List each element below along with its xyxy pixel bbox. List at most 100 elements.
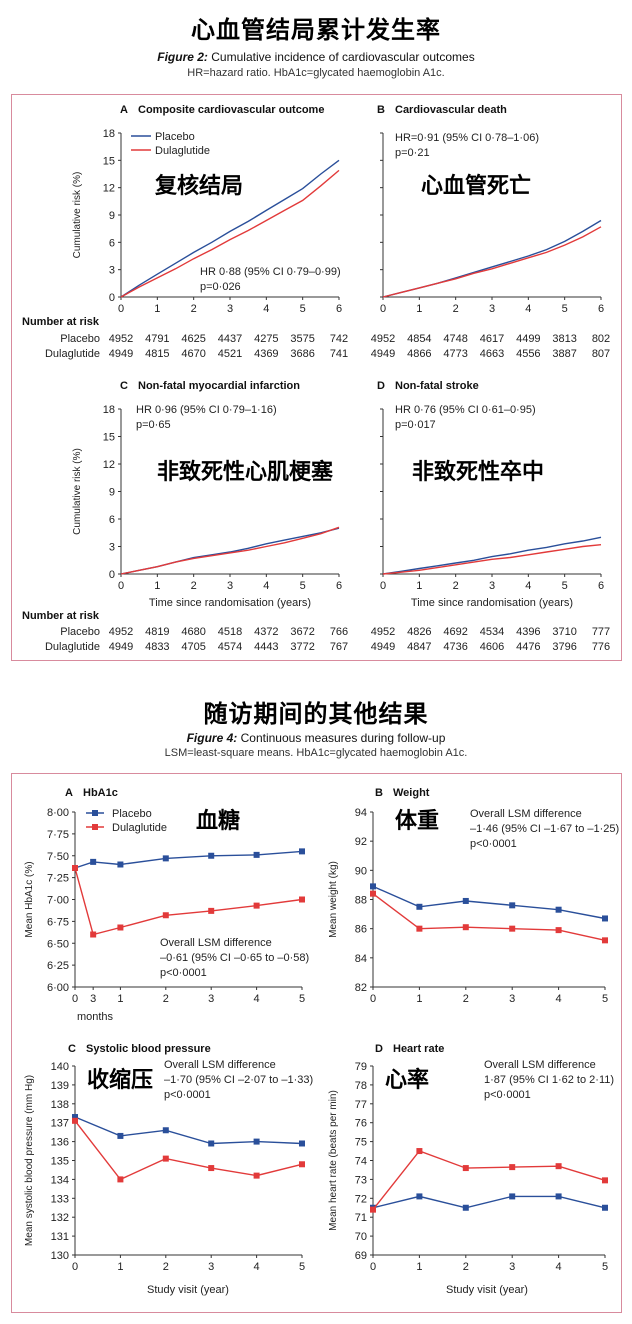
chart-h-placebo-point: [602, 1204, 608, 1211]
risk-table-cell: 4949: [109, 641, 133, 653]
figure2-caption-label: Figure 2:: [157, 50, 208, 64]
chart-e-annotation: –0·61 (95% CI –0·65 to –0·58): [160, 952, 309, 964]
figure2-caption-text: Cumulative incidence of cardiovascular o…: [211, 50, 475, 64]
chart-d-annotation: HR 0·76 (95% CI 0·61–0·95): [395, 404, 536, 416]
risk-table-cell: 3710: [552, 626, 576, 638]
chart-h-dulaglutide-point: [509, 1164, 516, 1171]
chart-f-dulaglutide-point: [416, 925, 423, 932]
chart-b-x-tick-label: 3: [489, 303, 495, 315]
chart-e-placebo-point: [253, 851, 260, 858]
chart-g-y-tick-label: 132: [51, 1212, 69, 1224]
chart-g-y-tick-label: 133: [51, 1193, 69, 1205]
chart-f-y-label: Mean weight (kg): [328, 861, 339, 938]
chart-d-series-placebo-line: [382, 536, 602, 575]
chart-b-annotation: HR=0·91 (95% CI 0·78–1·06): [395, 132, 539, 144]
risk-table-cell: 4952: [371, 333, 395, 345]
chart-g-x-tick-label: 4: [254, 1261, 260, 1273]
figure2-note: HR=hazard ratio. HbA1c=glycated haemoglo…: [187, 67, 445, 79]
chart-h-x-tick-label: 0: [370, 1261, 376, 1273]
chart-e-y-tick-label: 7·25: [47, 873, 69, 885]
risk-table-cell: 4866: [407, 348, 431, 360]
risk-table-cell: 4791: [145, 333, 169, 345]
chart-a-y-tick-label: 0: [109, 292, 115, 304]
risk-table-cell: 4949: [371, 348, 395, 360]
chart-f-dulaglutide-point: [602, 937, 608, 944]
chart-g-y-tick-label: 136: [51, 1137, 69, 1149]
risk-table-group-label: Placebo: [60, 626, 100, 638]
risk-table-cell: 4680: [181, 626, 205, 638]
chart-h-y-label: Mean heart rate (beats per min): [328, 1090, 339, 1231]
chart-h-y-tick-label: 79: [355, 1061, 367, 1073]
chart-e-series-placebo-line: [74, 850, 303, 869]
chart-f-placebo-point: [509, 902, 516, 909]
risk-table-cell: 4663: [480, 348, 504, 360]
chart-a-x-tick-label: 5: [300, 303, 306, 315]
chart-f-overlay-label: 体重: [395, 808, 439, 833]
risk-table-cell: 4443: [254, 641, 278, 653]
chart-d-annotation: p=0·017: [395, 419, 436, 431]
chart-a-x-tick-label: 4: [263, 303, 269, 315]
chart-d-x-tick-label: 6: [598, 580, 604, 592]
risk-table-cell: 4952: [109, 626, 133, 638]
risk-table-group-label: Dulaglutide: [45, 641, 100, 653]
chart-h-panel-label: D: [375, 1043, 383, 1055]
chart-h-y-tick-label: 70: [355, 1231, 367, 1243]
chart-f-placebo-point: [416, 903, 423, 910]
chart-c-x-tick-label: 3: [227, 580, 233, 592]
chart-f-panel-label: B: [375, 787, 383, 799]
chart-f-placebo-point: [462, 897, 469, 904]
chart-e-placebo-point: [208, 852, 215, 859]
risk-table-cell: 4534: [480, 626, 504, 638]
risk-table-cell: 4476: [516, 641, 540, 653]
chart-h-title: Heart rate: [393, 1043, 444, 1055]
chart-h-placebo-point: [416, 1193, 423, 1200]
chart-f-y-tick-label: 94: [355, 807, 367, 819]
chart-f-x-tick-label: 2: [463, 993, 469, 1005]
chart-h-x-tick-label: 3: [509, 1261, 515, 1273]
risk-table-cell: 4499: [516, 333, 540, 345]
chart-e-y-tick-label: 7·50: [47, 851, 69, 863]
chart-e-legend-label-placebo: Placebo: [112, 808, 152, 820]
chart-a-y-tick-label: 12: [103, 183, 115, 195]
chart-a-y-label: Cumulative risk (%): [72, 172, 83, 259]
chart-c-y-tick-label: 3: [109, 542, 115, 554]
chart-e-y-tick-label: 7·75: [47, 829, 69, 841]
chart-g-x-tick-label: 5: [299, 1261, 305, 1273]
chart-g-placebo-point: [162, 1127, 169, 1134]
risk-table-cell: 4952: [109, 333, 133, 345]
figure4-note: LSM=least-square means. HbA1c=glycated h…: [164, 747, 468, 759]
chart-g-x-tick-label: 3: [208, 1261, 214, 1273]
chart-g-placebo-point: [72, 1114, 78, 1121]
chart-d-x-tick-label: 5: [562, 580, 568, 592]
chart-a-overlay-label: 复核结局: [154, 173, 243, 198]
figure4-caption-text: Continuous measures during follow-up: [240, 731, 446, 745]
chart-b-x-tick-label: 5: [562, 303, 568, 315]
chart-h-x-tick-label: 5: [602, 1261, 608, 1273]
chart-g-x-label: Study visit (year): [147, 1284, 229, 1296]
chart-g-series-dulaglutide-line: [74, 1120, 303, 1181]
chart-b-overlay-label: 心血管死亡: [421, 173, 531, 198]
risk-table-cell: 3672: [290, 626, 314, 638]
chart-c-y-tick-label: 0: [109, 569, 115, 581]
risk-table-cell: 742: [330, 333, 348, 345]
chart-f-placebo-point: [370, 883, 376, 890]
chart-f-y-tick-label: 86: [355, 924, 367, 936]
chart-h-dulaglutide-point: [370, 1206, 376, 1213]
risk-table-cell: 4815: [145, 348, 169, 360]
chart-c-x-tick-label: 2: [191, 580, 197, 592]
chart-g-panel-label: C: [68, 1043, 76, 1055]
risk-table-title: Number at risk: [22, 316, 100, 328]
chart-h-y-tick-label: 69: [355, 1250, 367, 1262]
chart-g-x-tick-label: 0: [72, 1261, 78, 1273]
chart-f-x-tick-label: 0: [370, 993, 376, 1005]
chart-e-y-label: Mean HbA1c (%): [24, 861, 35, 937]
chart-g-dulaglutide-point: [162, 1155, 169, 1162]
risk-table-cell: 4692: [443, 626, 467, 638]
chart-g-dulaglutide-point: [253, 1172, 260, 1179]
risk-table-cell: 4437: [218, 333, 242, 345]
chart-f-x-tick-label: 5: [602, 993, 608, 1005]
chart-g-y-tick-label: 131: [51, 1231, 69, 1243]
chart-g-placebo-point: [117, 1132, 124, 1139]
chart-g-y-tick-label: 134: [51, 1174, 69, 1186]
chart-f-annotation: –1·46 (95% CI –1·67 to –1·25): [470, 823, 619, 835]
